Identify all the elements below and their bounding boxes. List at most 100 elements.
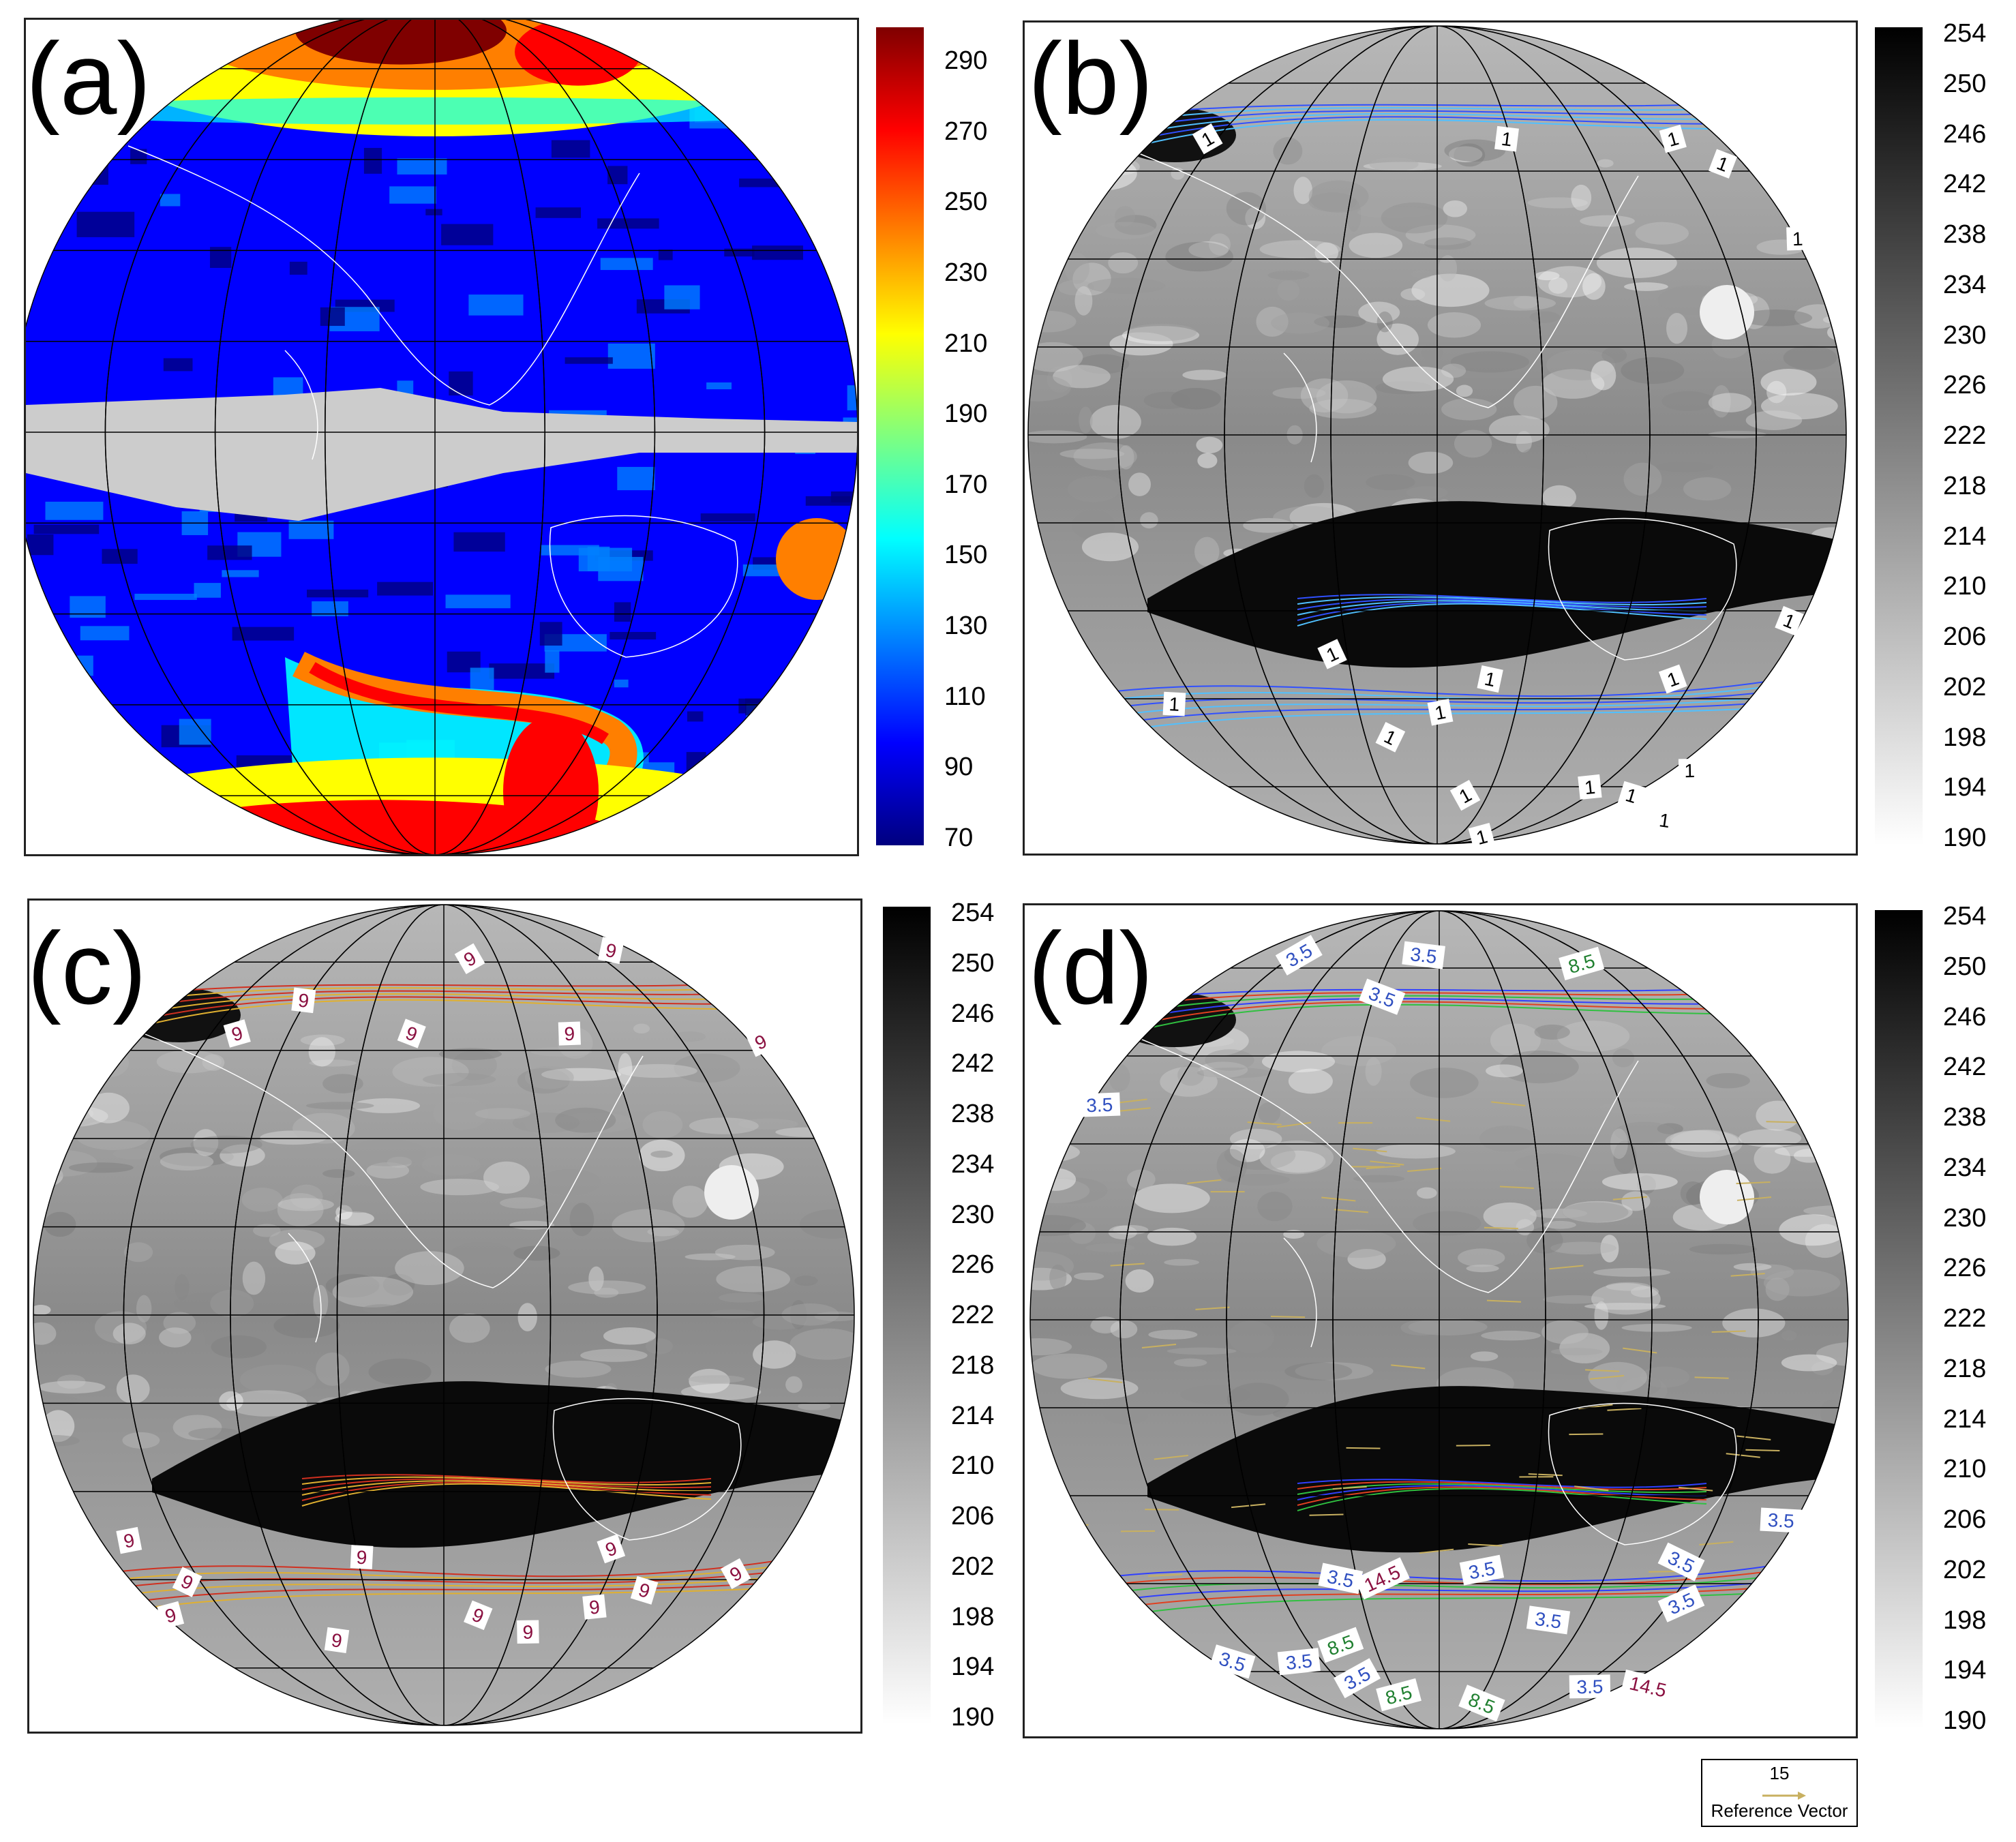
contour-label: 1 — [1375, 722, 1406, 753]
svg-text:9: 9 — [603, 939, 618, 963]
contour-label: 1 — [1578, 774, 1602, 800]
colorbar-d: 254 250 246 242 238 234 230 226 222 218 214 210 206 2… — [1875, 903, 1986, 1734]
colorbar-tick-label: 110 — [944, 682, 986, 711]
svg-text:9: 9 — [122, 1529, 136, 1552]
colorbar-tick-label: 234 — [1943, 270, 1987, 299]
colorbar-tick-label: 230 — [1943, 1203, 1987, 1233]
svg-text:1: 1 — [1169, 693, 1180, 715]
colorbar-tick-label: 226 — [1943, 1254, 1987, 1283]
contour-label: 1 — [1449, 780, 1481, 811]
contour-label: 9 — [157, 1601, 185, 1629]
contour-label: 9 — [324, 1627, 350, 1653]
contour-label: 9 — [172, 1567, 202, 1597]
colorbar-tick-label: 230 — [1943, 320, 1987, 350]
colorbar-tick-label: 234 — [1943, 1153, 1987, 1182]
svg-text:1: 1 — [1792, 228, 1803, 250]
colorbar-tick-label: 150 — [944, 541, 988, 570]
panel-label-b: (b) — [1028, 21, 1154, 136]
contour-label: 8.5 — [1559, 946, 1605, 980]
svg-text:9: 9 — [297, 989, 310, 1012]
colorbar-tick-label: 210 — [1943, 1455, 1987, 1484]
colorbar-tick-label: 226 — [951, 1250, 995, 1280]
contour-label: 3.5 — [1402, 941, 1445, 969]
contour-label: 9 — [630, 1575, 659, 1605]
colorbar-gradient — [1875, 910, 1923, 1728]
contour-label: 1 — [1617, 781, 1646, 810]
colorbar-tick-label: 250 — [944, 187, 988, 217]
colorbar-tick-label: 234 — [951, 1149, 995, 1179]
colorbar-tick-label: 190 — [1943, 824, 1987, 852]
colorbar-tick-label: 206 — [951, 1502, 995, 1530]
colorbar-tick-label: 190 — [1943, 1706, 1987, 1735]
panel-label-a: (a) — [26, 21, 151, 136]
colorbar-tick-label: 250 — [1943, 69, 1987, 98]
contour-label: 1 — [1477, 665, 1503, 693]
colorbar-tick-label: 210 — [1943, 572, 1987, 601]
svg-text:3.5: 3.5 — [1576, 1676, 1603, 1698]
svg-text:3.5: 3.5 — [1284, 1650, 1313, 1674]
colorbar-tick-label: 238 — [951, 1100, 995, 1128]
colorbar-tick-label: 230 — [944, 258, 988, 287]
colorbar-tick-label: 254 — [951, 899, 995, 927]
svg-text:1: 1 — [1584, 776, 1597, 798]
panel-label-d: (d) — [1028, 911, 1154, 1025]
svg-text:9: 9 — [522, 1622, 533, 1643]
contour-label: 9 — [291, 987, 316, 1014]
contour-label: 9 — [598, 937, 625, 965]
colorbar-tick-label: 222 — [1943, 421, 1987, 450]
svg-text:14.5: 14.5 — [1627, 1672, 1668, 1701]
contour-label: 9 — [464, 1600, 493, 1631]
colorbar-tick-label: 206 — [1943, 1505, 1987, 1534]
colorbar-tick-label: 198 — [1943, 1605, 1987, 1635]
colorbar-tick-label: 222 — [1943, 1304, 1987, 1333]
contour-label: 3.5 — [1569, 1674, 1611, 1699]
contour-label: 9 — [223, 1019, 251, 1048]
svg-text:1: 1 — [1500, 128, 1513, 151]
colorbar-tick-label: 242 — [1943, 1053, 1987, 1082]
colorbar-tick-label: 190 — [944, 399, 988, 429]
colorbar-tick-label: 214 — [1943, 1404, 1987, 1434]
contour-label: 1 — [1678, 758, 1701, 783]
colorbar-tick-label: 238 — [1943, 1103, 1987, 1132]
colorbar-tick-label: 210 — [944, 329, 988, 358]
contour-label: 9 — [558, 1021, 581, 1046]
reference-vector-legend: 15 Reference Vector — [1701, 1759, 1858, 1827]
reference-vector-label: Reference Vector — [1711, 1800, 1848, 1821]
svg-text:1: 1 — [1433, 701, 1447, 724]
map-a — [24, 18, 859, 856]
contour-label: 9 — [454, 943, 485, 975]
svg-text:9: 9 — [163, 1604, 179, 1627]
colorbar-gradient — [876, 27, 924, 845]
colorbar-tick-label: 170 — [944, 470, 988, 499]
colorbar-tick-label: 246 — [1943, 1002, 1987, 1031]
colorbar-tick-label: 214 — [951, 1401, 995, 1430]
contour-label: 1 — [1775, 605, 1804, 636]
svg-text:3.5: 3.5 — [1466, 1558, 1496, 1584]
svg-text:9: 9 — [564, 1023, 575, 1045]
colorbar-tick-label: 194 — [1943, 773, 1987, 802]
contour-label: 14.5 — [1621, 1669, 1676, 1704]
colorbar-tick-label: 214 — [1943, 522, 1987, 551]
contour-label: 1 — [1786, 226, 1809, 251]
colorbar-tick-label: 254 — [1943, 19, 1987, 48]
colorbar-c: 254 250 246 242 238 234 230 226 222 218 214 210 206 2… — [883, 900, 994, 1730]
contour-label: 3.5 — [1277, 1648, 1321, 1676]
svg-text:1: 1 — [1474, 826, 1490, 849]
reference-arrow-icon — [1762, 1792, 1806, 1800]
colorbar-tick-label: 250 — [951, 948, 995, 978]
contour-label: 1 — [1162, 691, 1186, 716]
contour-label: 1 — [1652, 807, 1677, 834]
svg-text:9: 9 — [330, 1629, 344, 1652]
colorbar-tick-label: 222 — [951, 1301, 995, 1329]
colorbar-tick-label: 70 — [944, 824, 974, 852]
colorbar-b: 254 250 246 242 238 234 230 226 222 218 214 210 206 2… — [1875, 20, 1986, 851]
colorbar-tick-label: 130 — [944, 612, 988, 641]
panel-label-c: (c) — [27, 911, 147, 1025]
contour-label: 1 — [1192, 123, 1223, 155]
contour-label: 1 — [1658, 664, 1687, 694]
svg-text:3.5: 3.5 — [1409, 943, 1438, 968]
reference-vector-value: 15 — [1769, 1763, 1790, 1783]
